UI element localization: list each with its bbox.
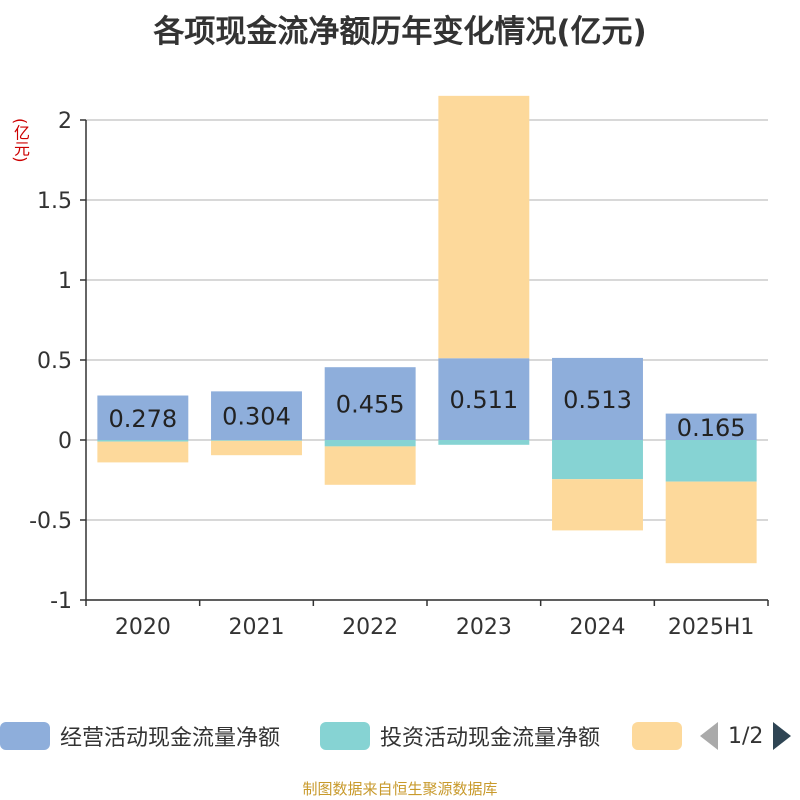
bar-series0-2023[interactable]: [438, 358, 530, 440]
y-tick-label: 1: [58, 269, 72, 294]
legend-swatch-investing: [320, 722, 370, 750]
bar-series0-2020[interactable]: [97, 395, 189, 440]
legend-page-indicator: 1/2: [728, 723, 764, 749]
y-tick-label: 2: [58, 109, 72, 134]
data-label: 0.513: [563, 386, 632, 414]
bar-series0-2024[interactable]: [552, 357, 643, 440]
bar-series0-2022[interactable]: [324, 367, 416, 440]
data-label: 0.165: [677, 414, 746, 442]
data-label: 0.304: [222, 403, 291, 431]
legend-swatch-third: [632, 722, 682, 750]
legend-pager: 1/2: [700, 716, 792, 756]
bar-series2-2021[interactable]: [211, 440, 302, 456]
x-tick-label: 2022: [342, 615, 398, 640]
next-page-icon[interactable]: [773, 722, 792, 750]
legend-item-investing[interactable]: 投资活动现金流量净额: [320, 716, 600, 756]
bar-series2-2022[interactable]: [324, 446, 416, 485]
data-source-note: 制图数据来自恒生聚源数据库: [302, 780, 498, 798]
y-tick-label: 0: [58, 429, 72, 454]
legend-item-operating[interactable]: 经营活动现金流量净额: [0, 716, 280, 756]
legend: 经营活动现金流量净额 投资活动现金流量净额 1/2: [0, 716, 800, 756]
x-tick-label: 2024: [570, 615, 626, 640]
data-label: 0.455: [336, 391, 405, 419]
x-tick-label: 2021: [229, 615, 285, 640]
bar-series2-2023[interactable]: [438, 95, 530, 359]
bar-series2-2024[interactable]: [552, 479, 643, 531]
y-axis-unit-label: (亿元): [11, 118, 30, 163]
y-tick-label: 0.5: [37, 349, 72, 374]
bar-series2-2020[interactable]: [97, 441, 189, 463]
data-label: 0.278: [108, 405, 177, 433]
bar-series0-2021[interactable]: [211, 391, 302, 440]
legend-swatch-operating: [0, 722, 50, 750]
y-tick-label: -0.5: [29, 509, 72, 534]
legend-label-investing: 投资活动现金流量净额: [380, 726, 601, 751]
bar-series0-2025H1[interactable]: [665, 413, 757, 440]
legend-item-third[interactable]: [632, 716, 682, 756]
bar-series2-2025H1[interactable]: [665, 481, 757, 564]
x-tick-label: 2025H1: [668, 615, 755, 640]
chart-title: 各项现金流净额历年变化情况(亿元): [153, 14, 647, 50]
bar-series1-2024[interactable]: [552, 440, 643, 480]
y-tick-label: -1: [50, 589, 72, 614]
y-tick-label: 1.5: [37, 189, 72, 214]
x-tick-label: 2020: [115, 615, 171, 640]
bar-series1-2020[interactable]: [97, 440, 189, 442]
x-tick-label: 2023: [456, 615, 512, 640]
bar-series1-2021[interactable]: [211, 440, 302, 441]
bar-series1-2022[interactable]: [324, 440, 416, 447]
data-label: 0.511: [449, 386, 518, 414]
bar-series1-2025H1[interactable]: [665, 440, 757, 482]
legend-label-operating: 经营活动现金流量净额: [60, 726, 281, 751]
prev-page-icon[interactable]: [700, 722, 718, 750]
bar-series1-2023[interactable]: [438, 440, 530, 445]
